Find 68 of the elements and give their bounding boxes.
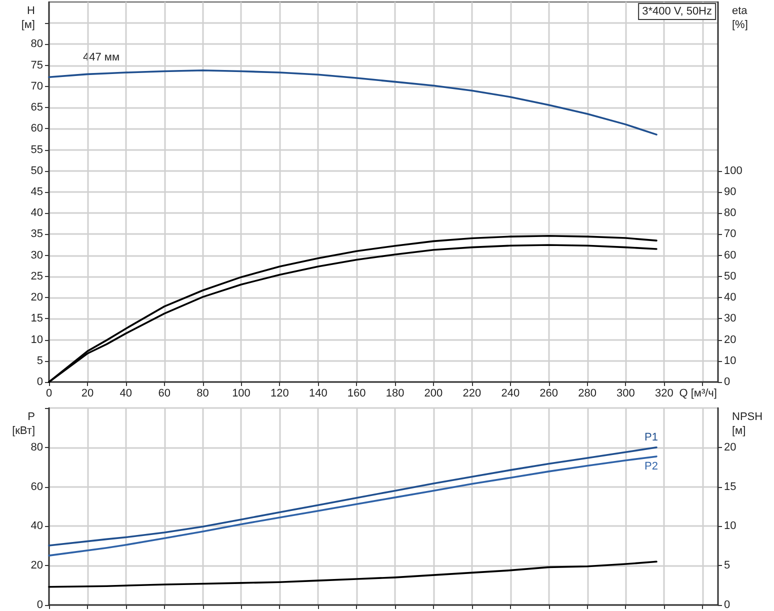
y-axis-title: P [кВт] (12, 411, 35, 437)
y-tick-label: 20 (30, 292, 43, 304)
y2-tick-label: 15 (724, 480, 736, 493)
line-series (48, 456, 658, 556)
y-tick-label: 80 (30, 38, 43, 50)
x-tick-label: 160 (347, 388, 366, 400)
y-tick-label: 50 (30, 164, 43, 177)
x-tick-label: 200 (424, 388, 443, 400)
x-tick-label: 80 (196, 388, 209, 400)
y-tick-label: 35 (30, 228, 43, 240)
x-tick-label: 180 (386, 388, 404, 400)
y-tick-label: 10 (30, 334, 43, 346)
y-tick-label: 60 (30, 480, 43, 493)
y-tick-label: 0 (36, 376, 43, 388)
y-tick-label: 80 (30, 441, 43, 454)
y2-tick-label: 40 (724, 292, 736, 304)
annotation: 447 мм (83, 52, 120, 64)
y2-tick-label: 0 (724, 599, 730, 611)
y-tick-label: 5 (36, 354, 43, 367)
y2-tick-label: 100 (724, 164, 742, 177)
x-tick-label: 100 (232, 388, 250, 400)
x-tick-label: 60 (158, 388, 170, 400)
y2-tick-label: 10 (724, 520, 736, 532)
y-tick-label: 70 (30, 80, 43, 92)
x-tick-label: 120 (270, 388, 289, 400)
chart-title: 3*400 V, 50Hz (642, 6, 712, 18)
x-tick-label: 0 (46, 388, 52, 400)
x-tick-label: 300 (616, 388, 635, 400)
x-tick-label: 240 (501, 388, 520, 400)
y2-tick-label: 0 (724, 376, 730, 388)
y-tick-label: 45 (30, 186, 43, 198)
x-tick-label: 140 (308, 388, 328, 400)
y-tick-label: 0 (36, 599, 43, 611)
y-tick-label: 40 (30, 207, 43, 220)
series-label: P2 (644, 460, 658, 472)
x-axis-title: Q [м³/ч] (679, 388, 717, 400)
line-series (48, 446, 658, 546)
y-tick-label: 40 (30, 520, 43, 532)
series-label: P1 (644, 431, 658, 444)
x-tick-label: 320 (654, 388, 674, 400)
x-tick-label: 220 (462, 388, 482, 400)
y-tick-label: 30 (30, 249, 43, 262)
y2-tick-label: 80 (724, 207, 736, 220)
x-tick-label: 40 (120, 388, 132, 400)
line-series (48, 560, 658, 588)
y2-axis-title: eta [%] (732, 5, 748, 31)
y-tick-label: 20 (30, 560, 43, 572)
y2-tick-label: 10 (724, 354, 736, 367)
y2-tick-label: 90 (724, 186, 736, 198)
y2-tick-label: 20 (724, 441, 736, 454)
x-tick-label: 280 (578, 388, 596, 400)
y2-tick-label: 5 (724, 560, 730, 572)
y2-tick-label: 20 (724, 334, 736, 346)
y-tick-label: 75 (30, 59, 43, 72)
y2-tick-label: 60 (724, 249, 736, 262)
x-tick-label: 20 (81, 388, 94, 400)
x-tick-label: 260 (540, 388, 558, 400)
y-tick-label: 55 (30, 144, 43, 156)
y-axis-title: H [м] (21, 5, 36, 31)
y-tick-label: 25 (30, 270, 43, 282)
y-tick-label: 65 (30, 102, 43, 114)
y-tick-label: 15 (30, 312, 43, 325)
y-tick-label: 60 (30, 122, 43, 135)
y2-tick-label: 30 (724, 312, 736, 325)
y2-tick-label: 50 (724, 270, 736, 282)
line-series (48, 70, 658, 136)
y2-axis-title: NPSH [м] (732, 411, 763, 437)
y2-tick-label: 70 (724, 228, 736, 240)
